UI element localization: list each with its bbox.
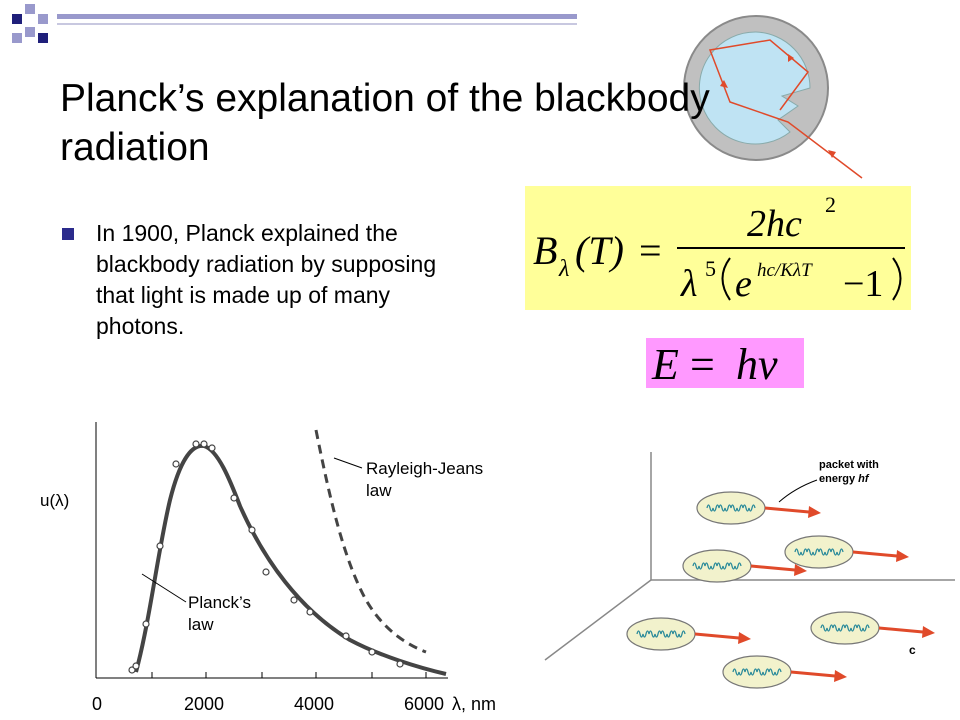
photon-packets: [626, 491, 935, 689]
speed-c-label: c: [909, 643, 916, 657]
deco-square-light: [12, 33, 22, 43]
eq-minus-one: −1: [843, 263, 883, 305]
packet-arrowhead: [808, 506, 821, 518]
data-point: [262, 568, 270, 576]
x-tick-2000: 2000: [184, 694, 224, 714]
eq-photon-rhs: hν: [736, 340, 778, 388]
spectrum-plot: u(λ) 0 2000 4000 6000 λ, nm Rayleigh-Jea…: [40, 422, 496, 714]
eq-sub: λ: [558, 256, 569, 282]
packet-arrow: [764, 506, 810, 514]
packet-wave: [692, 562, 742, 570]
planck-equation: B λ (T) = 2hc 2 λ 5 e hc/KλT −1: [525, 186, 911, 310]
packet-arrow: [694, 632, 740, 640]
data-point: [192, 440, 200, 448]
packet-arrow: [790, 670, 836, 678]
packet-arrowhead: [738, 632, 751, 644]
packet-wave: [794, 548, 844, 556]
data-point: [200, 440, 208, 448]
data-point: [290, 596, 298, 604]
deco-square-dark: [38, 33, 48, 43]
bullet-marker: [62, 228, 74, 240]
data-point: [172, 460, 180, 468]
rj-leader-line: [333, 457, 363, 469]
packet-label-1: packet with: [819, 459, 879, 471]
paren-right: [892, 257, 902, 301]
eq-num-exp: 2: [825, 192, 836, 217]
planck-leader-line: [141, 573, 187, 603]
x-tick-4000: 4000: [294, 694, 334, 714]
eq-denom-lambda: λ: [680, 263, 697, 305]
rj-label-2: law: [366, 481, 392, 500]
packet-label-hf: hf: [858, 473, 870, 485]
eq-photon-lhs: E: [651, 340, 679, 388]
page-title: Planck’s explanation of the blackbody ra…: [60, 77, 710, 169]
data-point: [132, 662, 140, 670]
packet-wave: [636, 630, 686, 638]
blackbody-cavity-illustration: [683, 15, 863, 179]
packet-arrowhead: [922, 626, 935, 638]
packet-arrowhead: [794, 564, 807, 576]
photon-packet: [696, 491, 821, 525]
photon-packet: [810, 611, 935, 645]
packet-wave: [820, 624, 870, 632]
eq-lhs: B: [533, 228, 557, 273]
eq-arg: (T): [575, 228, 624, 273]
photon-packets-diagram: packet with energy hf c: [544, 452, 955, 689]
eq-exp-base: e: [735, 263, 752, 305]
data-point: [368, 648, 376, 656]
photon-energy-equation: E = hν: [646, 338, 804, 388]
data-point: [142, 620, 150, 628]
data-point: [230, 494, 238, 502]
data-points: [128, 440, 404, 674]
photon-packet: [682, 549, 807, 583]
eq-equals: =: [639, 228, 662, 273]
data-point: [208, 444, 216, 452]
deco-square-light: [25, 27, 35, 37]
photon-packet: [784, 535, 909, 569]
packet-arrow: [750, 564, 796, 572]
eq-photon-equals: =: [690, 340, 715, 388]
photon-packet: [626, 617, 751, 651]
photon-packet: [722, 655, 847, 689]
axis-depth: [544, 579, 652, 661]
title-rule-thin: [57, 23, 577, 25]
packet-arrowhead: [834, 670, 847, 682]
packet-leader-line: [778, 479, 818, 503]
rayleigh-jeans-curve: [314, 429, 427, 654]
data-point: [342, 632, 350, 640]
planck-curve: [134, 443, 447, 676]
packet-arrow: [852, 550, 898, 558]
data-point: [156, 542, 164, 550]
planck-label-2: law: [188, 615, 214, 634]
x-tick-6000: 6000: [404, 694, 444, 714]
eq-exponent: hc/KλT: [757, 260, 813, 281]
packet-wave: [732, 668, 782, 676]
deco-square-dark: [12, 14, 22, 24]
packet-label-2-text: energy: [819, 473, 858, 485]
planck-label-1: Planck’s: [188, 593, 251, 612]
eq-numerator: 2hc: [747, 203, 802, 245]
packet-arrow: [878, 626, 924, 634]
data-point: [306, 608, 314, 616]
eq-denom-exp: 5: [705, 256, 716, 281]
x-tick-0: 0: [92, 694, 102, 714]
deco-square-light: [25, 4, 35, 14]
packet-label-2: energy hf: [819, 473, 870, 485]
packet-wave: [706, 504, 756, 512]
packet-arrowhead: [896, 550, 909, 562]
title-rule: [57, 14, 577, 19]
bullet-text: In 1900, Planck explained the blackbody …: [96, 220, 437, 339]
data-point: [396, 660, 404, 668]
deco-square-light: [38, 14, 48, 24]
x-axis-label: λ, nm: [452, 694, 496, 714]
data-point: [248, 526, 256, 534]
slide-decoration: [12, 4, 577, 43]
x-ticks: [95, 672, 427, 678]
plot-ylabel: u(λ): [40, 491, 69, 510]
rj-label-1: Rayleigh-Jeans: [366, 459, 483, 478]
paren-left: [721, 257, 731, 301]
